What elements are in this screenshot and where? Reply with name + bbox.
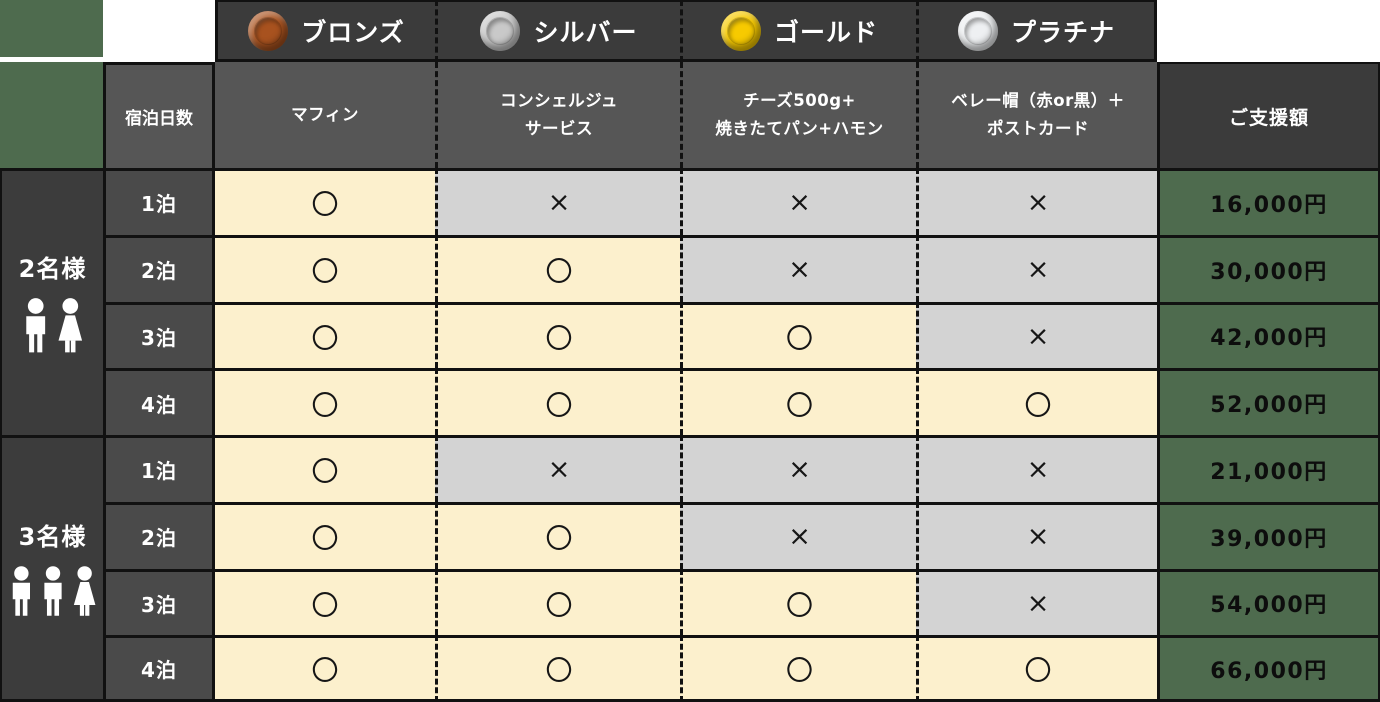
benefit-cell: 〇	[215, 301, 435, 369]
nights-cell: 2泊	[103, 234, 215, 302]
tier-header-silver: シルバー	[435, 0, 680, 62]
tier-label: シルバー	[533, 17, 638, 47]
group-cell-3guests: 3名様	[0, 435, 103, 702]
benefit-cell: ×	[435, 435, 680, 502]
benefit-cell: 〇	[680, 635, 916, 702]
nights-header: 宿泊日数	[103, 62, 215, 168]
benefit-cell: ×	[680, 435, 916, 502]
reward-header-bronze: マフィン	[215, 62, 435, 168]
bronze-medal-icon	[248, 10, 289, 51]
price-cell: 52,000円	[1157, 368, 1380, 435]
benefit-cell: 〇	[215, 568, 435, 636]
benefit-cell: ×	[916, 234, 1157, 302]
price-cell: 66,000円	[1157, 635, 1380, 702]
benefit-cell: 〇	[435, 568, 680, 636]
benefit-cell: 〇	[435, 301, 680, 369]
benefit-cell: 〇	[916, 368, 1157, 435]
benefit-cell: ×	[916, 301, 1157, 369]
benefit-cell: 〇	[435, 368, 680, 435]
nights-cell: 1泊	[103, 435, 215, 502]
benefit-cell: 〇	[215, 168, 435, 235]
nights-cell: 1泊	[103, 168, 215, 235]
price-cell: 21,000円	[1157, 435, 1380, 502]
benefit-cell: ×	[916, 501, 1157, 569]
price-header: ご支援額	[1157, 62, 1380, 168]
nights-cell: 3泊	[103, 568, 215, 636]
benefit-cell: 〇	[916, 635, 1157, 702]
benefit-cell: 〇	[215, 635, 435, 702]
benefit-cell: 〇	[680, 568, 916, 636]
corner-green-block	[0, 62, 103, 168]
price-cell: 30,000円	[1157, 234, 1380, 302]
price-cell: 39,000円	[1157, 501, 1380, 569]
nights-cell: 2泊	[103, 501, 215, 569]
price-cell: 16,000円	[1157, 168, 1380, 235]
tier-header-gold: ゴールド	[680, 0, 916, 62]
three-people-icon	[12, 565, 95, 616]
benefit-cell: ×	[680, 168, 916, 235]
benefit-cell: ×	[680, 234, 916, 302]
price-cell: 42,000円	[1157, 301, 1380, 369]
tier-header-bronze: ブロンズ	[215, 0, 435, 62]
group-cell-2guests: 2名様	[0, 168, 103, 435]
tier-label: ゴールド	[773, 17, 878, 47]
nights-cell: 4泊	[103, 635, 215, 702]
reward-header-platinum: ベレー帽（赤or黒）＋ ポストカード	[916, 62, 1157, 168]
nights-cell: 3泊	[103, 301, 215, 369]
benefit-cell: ×	[916, 435, 1157, 502]
group-label: 3名様	[18, 522, 87, 551]
benefit-cell: 〇	[215, 501, 435, 569]
blank-corner	[1157, 0, 1380, 62]
benefit-cell: 〇	[215, 435, 435, 502]
two-people-icon	[25, 297, 82, 352]
benefit-cell: 〇	[435, 501, 680, 569]
platinum-medal-icon	[957, 10, 998, 51]
reward-header-gold: チーズ500g+ 焼きたてパン+ハモン	[680, 62, 916, 168]
tier-header-platinum: プラチナ	[916, 0, 1157, 62]
benefit-cell: ×	[916, 568, 1157, 636]
tier-label: プラチナ	[1010, 17, 1115, 47]
group-label: 2名様	[18, 254, 87, 283]
gold-medal-icon	[720, 10, 761, 51]
benefit-cell: 〇	[435, 234, 680, 302]
benefit-cell: 〇	[435, 635, 680, 702]
benefit-cell: 〇	[215, 368, 435, 435]
benefit-cell: ×	[435, 168, 680, 235]
silver-medal-icon	[480, 10, 521, 51]
tier-label: ブロンズ	[301, 17, 405, 47]
reward-header-silver: コンシェルジュ サービス	[435, 62, 680, 168]
benefit-cell: 〇	[680, 368, 916, 435]
price-cell: 54,000円	[1157, 568, 1380, 636]
benefit-cell: 〇	[680, 301, 916, 369]
benefit-cell: ×	[916, 168, 1157, 235]
corner-green-block	[0, 0, 103, 62]
benefit-cell: 〇	[215, 234, 435, 302]
blank-corner	[103, 0, 215, 62]
benefit-cell: ×	[680, 501, 916, 569]
nights-cell: 4泊	[103, 368, 215, 435]
